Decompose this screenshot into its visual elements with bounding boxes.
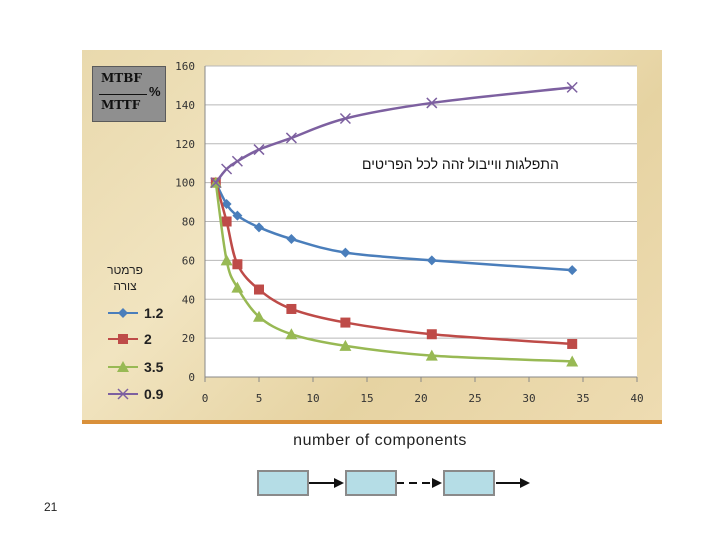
series-0-9-point-3 — [253, 144, 265, 156]
series-1-2-point-7 — [567, 265, 578, 276]
series-0-9-point-4-b — [285, 132, 297, 144]
page-number: 21 — [44, 500, 58, 514]
y-tick-label-100: 100 — [175, 177, 195, 190]
component-block-3 — [443, 470, 495, 496]
series-0-9-point-0-b — [210, 177, 222, 189]
series-3-5-point-2 — [231, 281, 244, 293]
series-0-9-point-1 — [221, 163, 233, 175]
legend-label-0-9: 0.9 — [144, 386, 164, 402]
grid-lines — [205, 65, 637, 377]
component-block-2 — [345, 470, 397, 496]
series-3-5-point-7 — [566, 355, 579, 367]
series-2-point-5 — [340, 317, 351, 328]
formula-unit: % — [149, 84, 161, 99]
formula-numerator: MTBF — [101, 71, 142, 85]
series-1-2-point-4 — [286, 233, 297, 244]
series-0-9-point-4 — [285, 132, 297, 144]
series-2-point-4 — [286, 303, 297, 314]
y-tick-label-140: 140 — [175, 99, 195, 112]
x-tick-label-15: 15 — [360, 392, 373, 405]
series-2-point-2 — [232, 259, 243, 270]
legend-swatch-2 — [108, 334, 138, 344]
panel-divider — [82, 420, 662, 424]
legend-label-3-5: 3.5 — [144, 359, 164, 375]
y-tick-label-60: 60 — [182, 254, 195, 267]
series-0-9-point-1-b — [221, 163, 233, 175]
y-tick-label-40: 40 — [182, 293, 195, 306]
series-2-point-6 — [426, 329, 437, 340]
x-tick-label-40: 40 — [630, 392, 643, 405]
component-block-1 — [257, 470, 309, 496]
legend-item-1-2: 1.2 — [106, 304, 163, 322]
series-3-5-point-4 — [285, 328, 298, 340]
legend-item-3-5: 3.5 — [106, 358, 163, 376]
series-3-5-point-3 — [253, 310, 265, 322]
formula-denominator: MTTF — [101, 98, 141, 112]
axes: 0 20 40 60 80 100 120 140 160 0 5 10 15 20 25 30 35 40 — [175, 60, 644, 405]
series-0-9-point-2-b — [231, 155, 243, 167]
y-axis-formula-label: MTBF MTTF % — [92, 66, 166, 122]
series-1-2-point-5 — [340, 247, 351, 258]
fraction-line — [99, 94, 147, 95]
x-tick-label-5: 5 — [256, 392, 263, 405]
legend-item-0-9: 0.9 — [106, 385, 163, 403]
series-2-point-7 — [567, 338, 578, 349]
series-3-5-point-1 — [220, 254, 233, 266]
series-0-9-point-5-b — [339, 112, 351, 125]
series-3-5-point-6 — [425, 349, 438, 361]
series-0-9-point-7 — [566, 81, 578, 93]
x-tick-label-10: 10 — [306, 392, 319, 405]
series-0-9-point-2 — [231, 155, 243, 167]
series-1-2-point-3 — [254, 222, 264, 233]
legend-swatch-1-2 — [108, 308, 138, 318]
legend-label-2: 2 — [144, 331, 152, 347]
series-1-2-point-6 — [426, 255, 437, 266]
x-tick-label-25: 25 — [468, 392, 481, 405]
legend-title: פרמטר צורה — [107, 263, 143, 293]
y-tick-label-160: 160 — [175, 60, 195, 73]
series-3-5-point-5 — [339, 339, 352, 351]
x-tick-label-20: 20 — [414, 392, 427, 405]
series-1-2-point-1 — [221, 199, 232, 210]
x-tick-label-30: 30 — [522, 392, 535, 405]
y-tick-label-120: 120 — [175, 138, 195, 151]
legend-swatch-0-9 — [108, 388, 138, 400]
series-lines — [209, 81, 579, 367]
x-tick-label-35: 35 — [576, 392, 589, 405]
y-tick-label-80: 80 — [182, 216, 195, 229]
series-0-9-point-7-b — [566, 81, 578, 93]
chart-title: התפלגות ווייבול זהה לכל הפריטים — [362, 156, 559, 172]
legend-swatch-3-5 — [108, 361, 138, 372]
y-tick-label-0: 0 — [188, 371, 195, 384]
series-0-9-point-6-b — [426, 97, 438, 109]
x-tick-label-0: 0 — [202, 392, 209, 405]
series-0-9-point-3-b — [253, 144, 265, 156]
legend-label-1-2: 1.2 — [144, 305, 164, 321]
series-2-point-1 — [221, 216, 232, 227]
y-tick-label-20: 20 — [182, 332, 195, 345]
series-0-9-point-6 — [426, 97, 438, 109]
series-0-9-point-5 — [339, 112, 351, 125]
series-2-point-3 — [254, 284, 264, 295]
series-1-2-point-2 — [232, 210, 243, 221]
x-axis-title: number of components — [293, 432, 467, 449]
series-0-9-point-0 — [210, 177, 222, 189]
legend-item-2: 2 — [106, 330, 152, 348]
